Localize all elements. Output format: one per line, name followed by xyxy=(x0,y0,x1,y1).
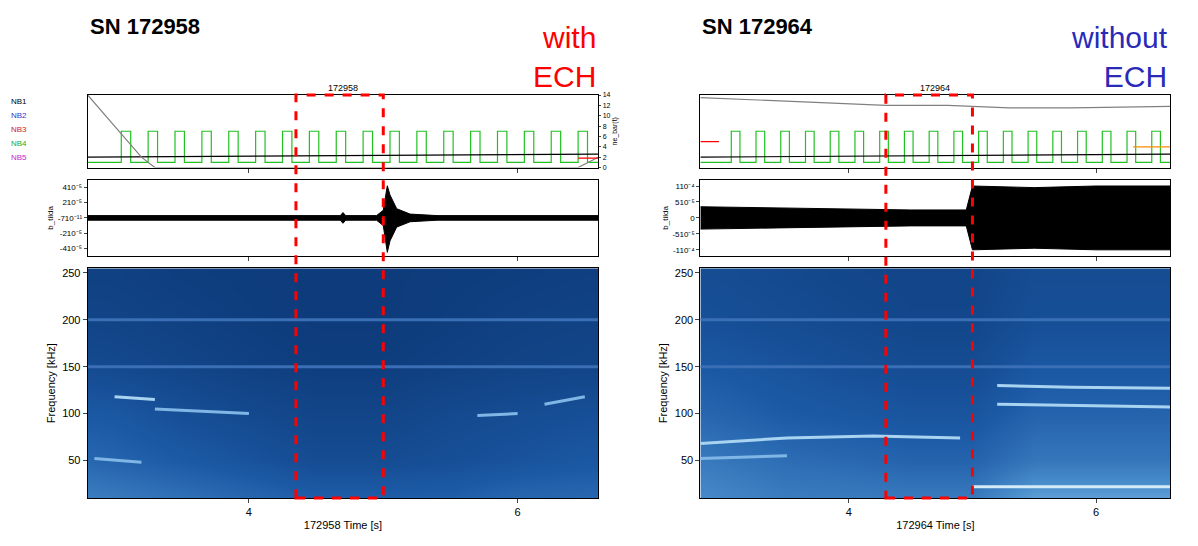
svg-text:-210⁻⁵: -210⁻⁵ xyxy=(60,229,82,238)
svg-text:6: 6 xyxy=(603,133,607,140)
svg-text:10: 10 xyxy=(603,112,611,119)
svg-text:SN 172958: SN 172958 xyxy=(90,14,200,39)
svg-text:210⁻⁵: 210⁻⁵ xyxy=(62,198,82,207)
svg-text:2: 2 xyxy=(603,154,607,161)
svg-text:Frequency [kHz]: Frequency [kHz] xyxy=(45,343,57,423)
svg-text:NB3: NB3 xyxy=(11,125,27,134)
svg-text:0: 0 xyxy=(603,164,607,171)
svg-text:ne_bar(t): ne_bar(t) xyxy=(611,117,619,145)
svg-text:withECH: withECH xyxy=(533,21,596,93)
svg-text:250: 250 xyxy=(675,267,693,279)
svg-text:172958: 172958 xyxy=(328,83,358,93)
svg-text:NB1: NB1 xyxy=(11,97,27,106)
svg-text:NB2: NB2 xyxy=(11,111,27,120)
svg-text:12: 12 xyxy=(603,102,611,109)
svg-text:8: 8 xyxy=(603,123,607,130)
svg-text:172958 Time [s]: 172958 Time [s] xyxy=(304,519,382,531)
svg-text:b_tilda: b_tilda xyxy=(46,206,55,230)
svg-text:withoutECH: withoutECH xyxy=(1071,21,1168,93)
svg-text:510⁻⁵: 510⁻⁵ xyxy=(675,198,695,207)
svg-text:6: 6 xyxy=(515,506,521,518)
svg-text:150: 150 xyxy=(62,361,80,373)
svg-text:172964: 172964 xyxy=(920,83,950,93)
svg-text:150: 150 xyxy=(675,361,693,373)
svg-text:4: 4 xyxy=(603,143,607,150)
svg-text:50: 50 xyxy=(681,454,693,466)
svg-text:50: 50 xyxy=(68,454,80,466)
svg-text:-510⁻⁵: -510⁻⁵ xyxy=(672,230,694,239)
svg-text:-110⁻⁴: -110⁻⁴ xyxy=(673,246,695,255)
svg-text:250: 250 xyxy=(62,267,80,279)
svg-text:Frequency [kHz]: Frequency [kHz] xyxy=(657,343,669,423)
svg-text:200: 200 xyxy=(675,314,693,326)
svg-text:0: 0 xyxy=(690,214,695,223)
svg-text:172964 Time [s]: 172964 Time [s] xyxy=(896,519,974,531)
svg-text:4: 4 xyxy=(246,506,252,518)
svg-text:NB5: NB5 xyxy=(11,153,27,162)
svg-text:110⁻⁴: 110⁻⁴ xyxy=(676,182,696,191)
svg-text:6: 6 xyxy=(1093,506,1099,518)
svg-text:b_tilda: b_tilda xyxy=(661,206,670,230)
svg-text:100: 100 xyxy=(675,407,693,419)
svg-text:NB4: NB4 xyxy=(11,139,27,148)
svg-text:14: 14 xyxy=(603,91,611,98)
svg-text:SN 172964: SN 172964 xyxy=(702,14,813,39)
svg-text:410⁻⁵: 410⁻⁵ xyxy=(62,183,82,192)
svg-text:-710⁻¹¹: -710⁻¹¹ xyxy=(58,214,83,223)
svg-text:200: 200 xyxy=(62,314,80,326)
svg-text:4: 4 xyxy=(846,506,852,518)
svg-text:100: 100 xyxy=(62,407,80,419)
svg-text:-410⁻⁵: -410⁻⁵ xyxy=(60,244,82,253)
